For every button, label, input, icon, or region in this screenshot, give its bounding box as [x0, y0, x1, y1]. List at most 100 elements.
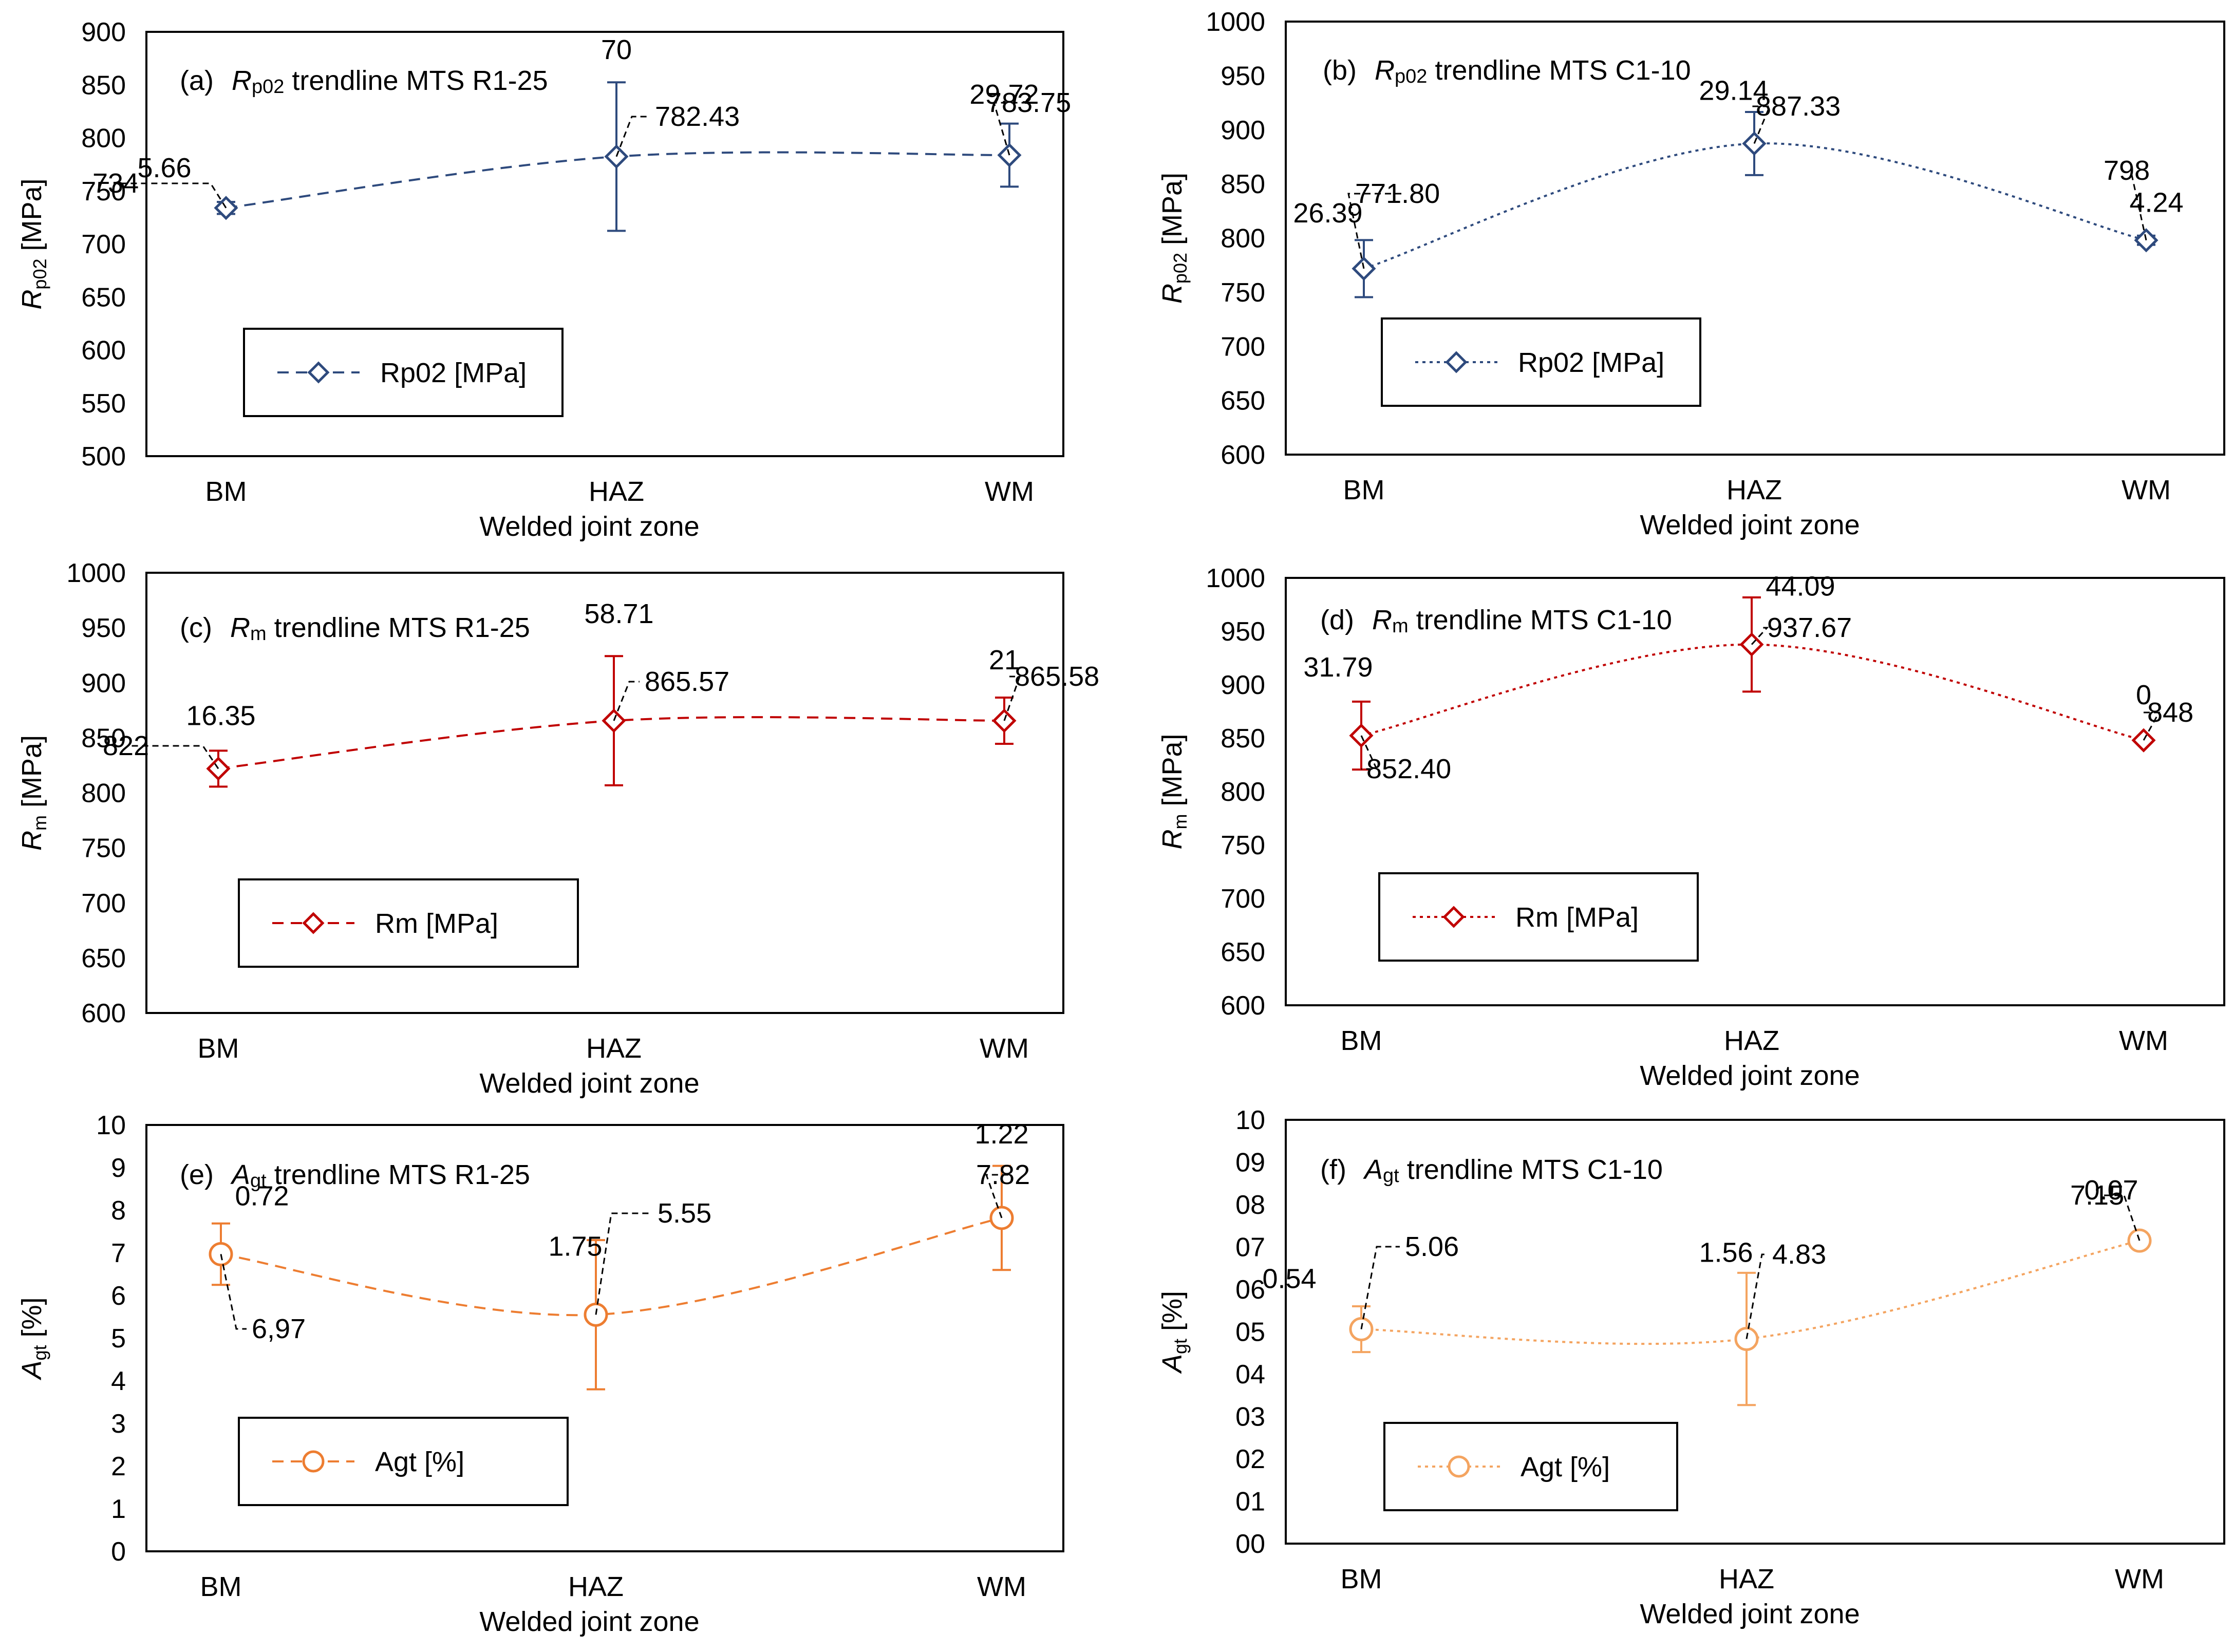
chart-panel-d: 600 650 700 750 800 850 900 950 1000 BM HAZ WM Welde…	[1157, 564, 2225, 1091]
chart-title-subscript: p02	[1395, 66, 1427, 87]
y-tick-label: 05	[1235, 1318, 1265, 1347]
y-tick-label: 950	[1221, 617, 1265, 647]
y-tick-label: 8	[111, 1196, 126, 1226]
data-label-error: 5.66	[137, 153, 191, 183]
data-label-error: 0.54	[1262, 1264, 1316, 1294]
y-tick-label: 900	[81, 17, 126, 47]
data-label-leader	[1360, 735, 1378, 770]
y-tick-label: 700	[81, 230, 126, 259]
data-label-leader	[985, 1174, 1010, 1218]
y-tick-label: 800	[1221, 777, 1265, 807]
chart-title-subscript: m	[250, 623, 267, 645]
data-label-error: 0.72	[235, 1180, 289, 1211]
chart-title-subscript: m	[1392, 615, 1409, 637]
chart-panel-f: 00 01 02 03 04 05 06 07 08 09 10 BM HAZ WM Welded join…	[1157, 1105, 2225, 1629]
plot-frame	[1285, 577, 2225, 1006]
data-label-error: 0	[2136, 680, 2151, 710]
y-tick-label: 08	[1235, 1190, 1265, 1220]
chart-title-symbol: R	[232, 65, 252, 96]
y-tick-label: 850	[81, 723, 126, 753]
data-label-leader	[1003, 675, 1021, 721]
data-label-error: 58.71	[584, 598, 653, 629]
y-axis-title: Rp02 [MPa]	[16, 178, 50, 309]
y-tick-label: 3	[111, 1409, 126, 1439]
plot-frame	[145, 31, 1064, 457]
chart-title-rest: trendline MTS R1-25	[267, 1159, 530, 1190]
y-tick-label: 750	[1221, 278, 1265, 308]
data-label-value: 771.80	[1355, 178, 1440, 209]
data-label-error: 4.24	[2129, 187, 2183, 218]
data-label-value: 734	[92, 168, 139, 199]
data-label-leader	[220, 1254, 247, 1330]
y-tick-label: 09	[1235, 1148, 1265, 1178]
y-tick-label: 900	[81, 668, 126, 698]
data-label-value: 865.58	[1015, 661, 1099, 692]
y-tick-label: 02	[1235, 1444, 1265, 1474]
data-label-value: 887.33	[1756, 91, 1841, 122]
legend-label: Rp02 [MPa]	[380, 358, 527, 388]
chart-title-rest: trendline MTS R1-25	[267, 612, 530, 643]
chart-title-symbol: R	[230, 612, 250, 643]
y-axis-title-subscript: p02	[1170, 253, 1191, 284]
data-label-error: 31.79	[1303, 652, 1373, 683]
y-axis-title-subscript: p02	[29, 258, 50, 289]
chart-title-rest: trendline MTS R1-25	[284, 65, 548, 96]
data-label-value: 798	[2104, 155, 2150, 186]
legend-box	[1383, 1422, 1678, 1511]
y-tick-label: 00	[1235, 1529, 1265, 1559]
y-tick-label: 5	[111, 1324, 126, 1354]
chart-title: (b) Rp02 trendline MTS C1-10	[1323, 55, 1691, 87]
series-line	[220, 1216, 1002, 1317]
data-label-error: 44.09	[1766, 571, 1835, 602]
chart-title-symbol: A	[1363, 1154, 1383, 1185]
y-tick-label: 07	[1235, 1233, 1265, 1263]
x-tick-label: BM	[200, 1571, 242, 1602]
legend-label: Rp02 [MPa]	[1518, 347, 1664, 378]
y-tick-label: 700	[81, 889, 126, 918]
data-label-leader	[615, 116, 650, 157]
chart-title-subscript: gt	[250, 1170, 267, 1192]
data-label-leader	[1347, 193, 1403, 269]
y-tick-label: 06	[1235, 1275, 1265, 1305]
chart-title-label: (e)	[180, 1159, 221, 1190]
data-label-value: 782.43	[655, 101, 740, 132]
y-tick-label: 600	[1221, 440, 1265, 470]
y-tick-label: 750	[81, 177, 126, 206]
y-axis-title-symbol: R	[16, 831, 47, 851]
x-tick-label: WM	[2115, 1564, 2164, 1594]
x-tick-label: BM	[1341, 1564, 1382, 1594]
y-tick-label: 0	[111, 1537, 126, 1567]
data-label-value: 865.57	[645, 666, 729, 697]
data-label-leader	[2130, 170, 2147, 241]
y-axis-title-unit: [%]	[1157, 1291, 1188, 1339]
y-axis-title-unit: [MPa]	[1157, 173, 1188, 253]
data-label-value: 852.40	[1366, 754, 1451, 784]
y-axis-title-unit: [%]	[16, 1297, 47, 1345]
y-tick-label: 500	[81, 442, 126, 472]
y-tick-label: 950	[81, 613, 126, 643]
chart-title: (f) Agt trendline MTS C1-10	[1320, 1154, 1663, 1187]
y-tick-label: 10	[1235, 1105, 1265, 1135]
data-label-leader	[2142, 711, 2161, 741]
data-label-value: 822	[103, 730, 149, 761]
y-axis-title-subscript: m	[1170, 814, 1191, 830]
y-tick-label: 2	[111, 1452, 126, 1481]
y-tick-label: 03	[1235, 1402, 1265, 1432]
y-tick-label: 900	[1221, 670, 1265, 700]
y-axis-title-symbol: R	[1157, 284, 1188, 304]
data-label-leader	[595, 1212, 652, 1315]
data-label-leader	[992, 102, 1035, 156]
plot-frame	[1285, 1119, 2225, 1545]
x-tick-label: HAZ	[568, 1571, 624, 1602]
data-label-value: 937.67	[1767, 612, 1852, 643]
data-label-leader	[2104, 1194, 2141, 1241]
chart-title-rest: trendline MTS C1-10	[1409, 605, 1672, 635]
x-axis-title: Welded joint zone	[479, 1068, 699, 1099]
y-axis-title-symbol: A	[1157, 1354, 1188, 1374]
chart-panel-b: 600 650 700 750 800 850 900 950 1000 BM HAZ WM Welde…	[1157, 7, 2225, 540]
y-tick-label: 600	[81, 336, 126, 366]
x-axis-title: Welded joint zone	[479, 511, 699, 542]
series-line	[1361, 643, 2144, 742]
chart-title: (a) Rp02 trendline MTS R1-25	[180, 65, 548, 98]
